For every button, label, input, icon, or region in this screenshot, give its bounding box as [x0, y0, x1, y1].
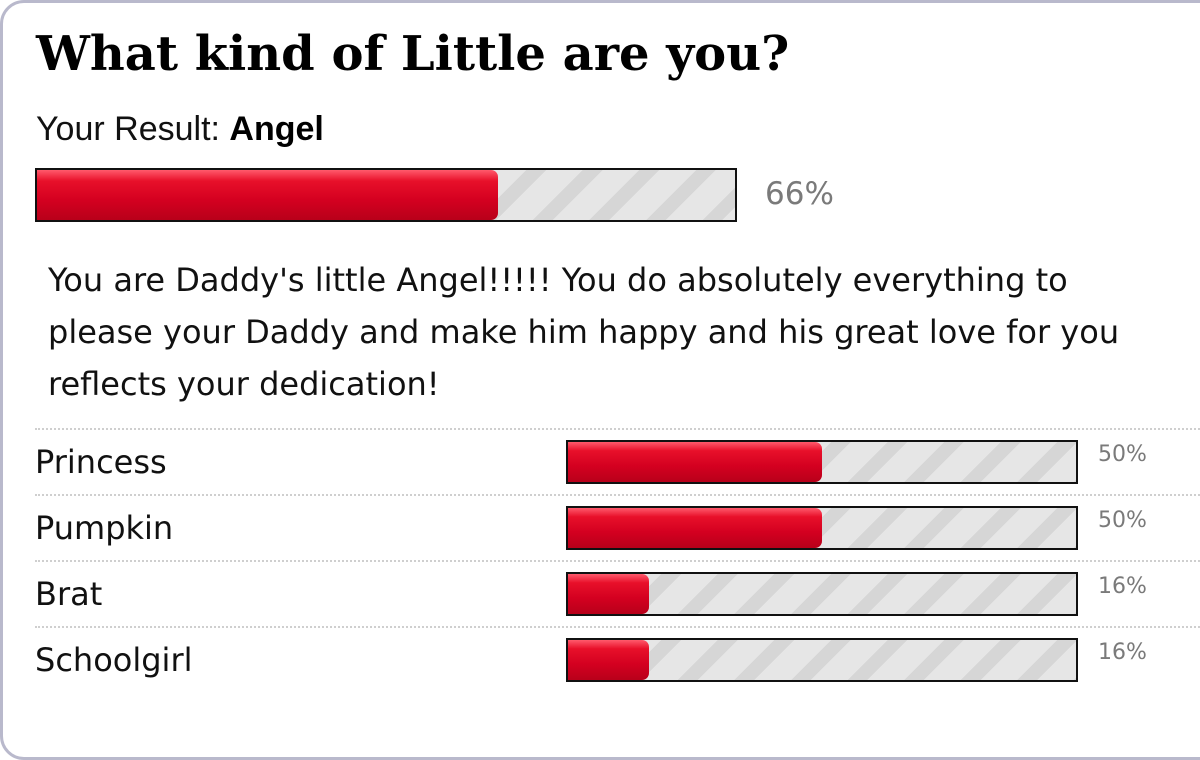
result-percent: 66% [765, 176, 834, 212]
result-row-fill [568, 640, 650, 680]
result-name: Angel [229, 110, 324, 148]
result-row-bar [566, 572, 1078, 616]
result-row-bar [566, 440, 1078, 484]
result-description: You are Daddy's little Angel!!!!! You do… [48, 261, 1120, 403]
result-row-percent: 16% [1098, 574, 1147, 599]
result-progress-bar [35, 168, 737, 222]
result-row-percent: 16% [1098, 640, 1147, 665]
result-row-label: Brat [35, 575, 103, 613]
result-row-bar [566, 506, 1078, 550]
result-row-label: Princess [35, 443, 167, 481]
result-row-percent: 50% [1098, 442, 1147, 467]
result-row-fill [568, 442, 822, 482]
result-row-pumpkin: Pumpkin 50% [35, 494, 1200, 560]
result-row-schoolgirl: Schoolgirl 16% [35, 626, 1200, 692]
result-prefix: Your Result: [36, 110, 220, 148]
result-row-princess: Princess 50% [35, 428, 1200, 494]
result-row-label: Pumpkin [35, 509, 174, 547]
result-row-bar [566, 638, 1078, 682]
result-heading: Your Result: Angel [36, 106, 324, 152]
quiz-title: What kind of Little are you? [36, 26, 790, 82]
result-row-label: Schoolgirl [35, 641, 193, 679]
result-row-fill [568, 508, 822, 548]
result-row-percent: 50% [1098, 508, 1147, 533]
result-progress-fill [37, 170, 498, 220]
result-row-fill [568, 574, 650, 614]
result-row-brat: Brat 16% [35, 560, 1200, 626]
